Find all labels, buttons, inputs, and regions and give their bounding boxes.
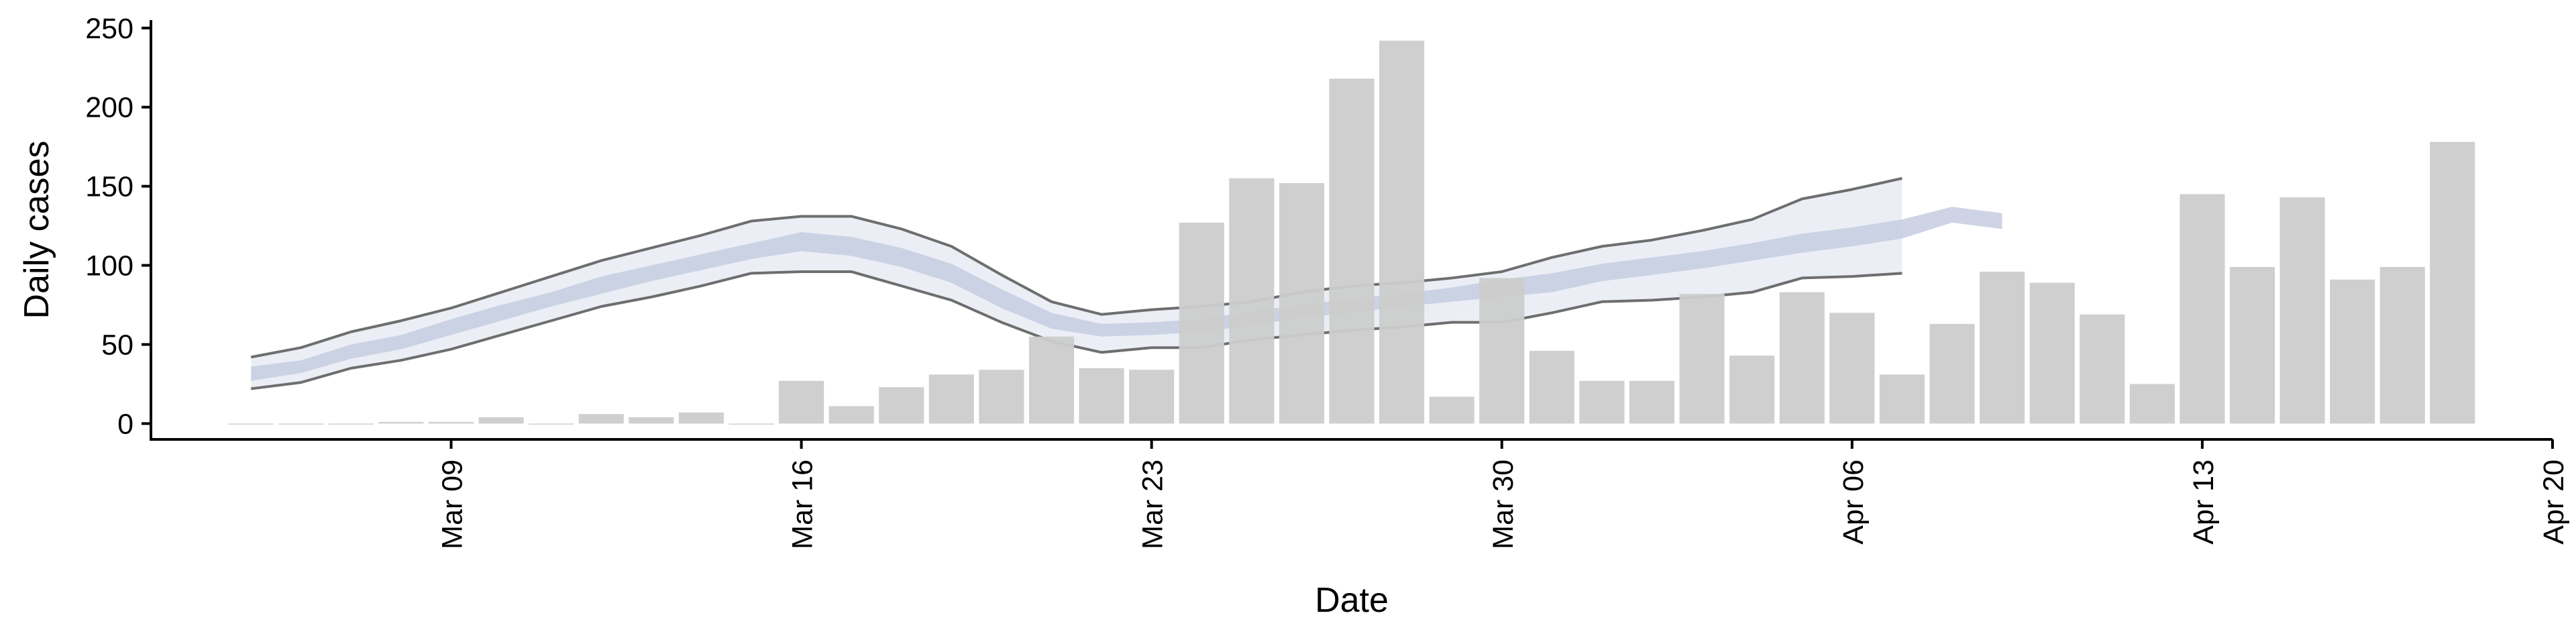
bar <box>2080 314 2125 424</box>
bar <box>828 406 874 424</box>
y-tick-label: 0 <box>117 408 133 440</box>
bar <box>428 422 474 424</box>
x-tick-label: Apr 13 <box>2188 460 2220 545</box>
band-lower-line <box>250 270 1902 390</box>
bar <box>1179 222 1224 424</box>
x-tick-label: Mar 23 <box>1137 460 1169 549</box>
bar <box>629 417 674 424</box>
bar <box>2279 197 2325 424</box>
y-tick-label: 200 <box>85 92 133 124</box>
bar <box>2229 266 2275 424</box>
bar <box>1679 294 1725 424</box>
y-tick-label: 100 <box>85 250 133 282</box>
bar <box>2129 384 2175 424</box>
bar <box>1329 78 1375 424</box>
bar <box>529 423 574 425</box>
x-axis-title: Date <box>1315 581 1389 620</box>
band-outer <box>251 178 1902 389</box>
bar <box>879 387 924 424</box>
x-tick-label: Mar 09 <box>437 460 469 549</box>
bar <box>1829 313 1875 424</box>
y-ticks: 0 50 100 150 200 250 <box>85 13 151 440</box>
bar <box>2330 279 2375 424</box>
bar <box>928 374 974 424</box>
bar <box>1279 182 1324 424</box>
bar <box>678 412 724 424</box>
bar <box>1779 292 1825 424</box>
x-tick-label: Mar 16 <box>787 460 819 549</box>
bar <box>1429 396 1474 424</box>
bar <box>328 423 374 425</box>
bar <box>2029 282 2075 424</box>
bar <box>1479 278 1525 424</box>
band-inner <box>251 207 2002 381</box>
bar <box>1929 323 1975 424</box>
bars-layer <box>228 40 2475 425</box>
bar <box>2379 266 2425 424</box>
x-tick-label: Apr 20 <box>2538 460 2570 545</box>
bar <box>979 370 1024 424</box>
bar <box>1379 40 1425 424</box>
axes-layer <box>150 20 2553 441</box>
bar <box>779 380 824 424</box>
y-axis-title: Daily cases <box>17 141 56 319</box>
x-tick-label: Mar 30 <box>1487 460 1519 549</box>
bar <box>1229 178 1275 424</box>
uncertainty-band-layer <box>250 176 2002 390</box>
bar <box>1879 374 1925 424</box>
bar <box>1729 356 1775 424</box>
y-tick-label: 250 <box>85 13 133 45</box>
y-tick-label: 150 <box>85 171 133 203</box>
x-ticks: Mar 09 Mar 16 Mar 23 Mar 30 Apr 06 Apr 13 Apr … <box>437 439 2570 549</box>
bar <box>1129 370 1175 424</box>
bar <box>729 423 774 425</box>
band-upper-line <box>250 176 1902 359</box>
bar <box>1529 350 1574 424</box>
bar <box>2430 142 2475 424</box>
y-tick-label: 50 <box>101 329 133 361</box>
x-tick-label: Apr 06 <box>1837 460 1870 545</box>
bar <box>1579 380 1625 424</box>
bar <box>1980 272 2025 424</box>
bar <box>1079 368 1124 424</box>
bar <box>1629 380 1675 424</box>
bar <box>278 423 324 425</box>
bar <box>578 414 624 424</box>
bar <box>1028 336 1075 424</box>
bar <box>478 417 524 424</box>
bar <box>228 423 274 425</box>
bar <box>2180 194 2225 424</box>
bar <box>378 422 424 424</box>
